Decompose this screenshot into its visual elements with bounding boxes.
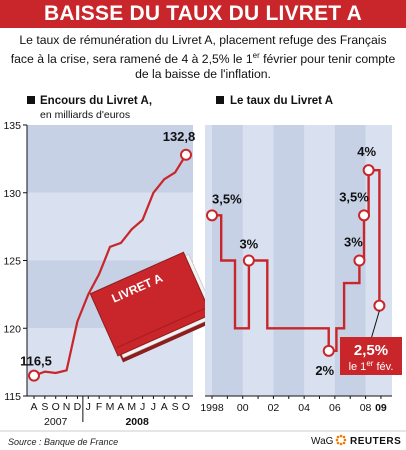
x-tick-label: S [172, 401, 179, 413]
x-tick-label: 04 [298, 402, 310, 414]
x-tick-label: A [161, 401, 168, 413]
logo-dot [343, 438, 347, 442]
source-note: Source : Banque de France [8, 437, 118, 447]
y-tick-label: 115 [4, 391, 21, 403]
title-banner [0, 0, 406, 28]
data-point [180, 148, 192, 161]
data-point [28, 369, 40, 382]
book-cover [89, 251, 212, 357]
x-tick-label: 08 [360, 402, 372, 414]
callout-date: le 1er fév. [349, 359, 394, 373]
data-label: 3% [239, 237, 258, 252]
x-tick-label: A [30, 401, 37, 413]
plot-band [27, 192, 193, 261]
data-label: 3% [344, 235, 363, 250]
x-tick-label: F [96, 401, 102, 413]
right-chart-title: Le taux du Livret A [230, 95, 333, 107]
x-tick-label: J [86, 401, 91, 413]
logo-dot [335, 438, 339, 442]
y-tick-label: 125 [3, 256, 21, 268]
data-label: 2% [315, 363, 334, 378]
legend-square [27, 96, 35, 104]
data-point [206, 209, 218, 222]
y-tick-label: 120 [3, 323, 21, 335]
agency-name: REUTERS [350, 436, 401, 447]
data-point [362, 164, 375, 177]
data-point [242, 254, 255, 267]
livret-a-book-icon: LIVRET A [89, 251, 217, 363]
left-chart-subtitle: en milliards d'euros [40, 109, 130, 121]
x-tick-label: J [140, 401, 145, 413]
logo-dot [342, 435, 346, 439]
x-tick-label: A [117, 401, 124, 413]
data-label: 3,5% [339, 189, 369, 204]
series-line [33, 154, 187, 377]
data-label: 4% [357, 144, 376, 159]
x-tick-label: 1998 [200, 402, 224, 414]
x-tick-label: 00 [237, 402, 249, 414]
x-tick-label: 09 [375, 402, 387, 414]
logo-dot [342, 441, 346, 445]
data-label-last: 132,8 [163, 129, 196, 144]
logo-dot [336, 441, 340, 445]
y-tick-label: 130 [3, 188, 21, 200]
callout-value: 2,5% [354, 342, 388, 359]
data-point [373, 299, 386, 312]
x-tick-label: J [151, 401, 156, 413]
page-title: BAISSE DU TAUX DU LIVRET A [44, 2, 362, 25]
x-tick-label: 06 [329, 402, 341, 414]
x-tick-label: 02 [268, 402, 280, 414]
logo-dot [339, 442, 343, 446]
data-point [353, 254, 366, 267]
logo-dot [339, 434, 343, 438]
callout-box [340, 337, 402, 375]
x-tick-label: M [106, 401, 115, 413]
year-label-2007: 2007 [44, 416, 68, 428]
data-label-first: 116,5 [20, 354, 52, 369]
x-tick-label: O [182, 401, 190, 413]
data-point [358, 209, 371, 222]
book-edge [116, 307, 207, 349]
x-tick-label: D [74, 401, 82, 413]
x-tick-label: O [52, 401, 60, 413]
data-point [322, 344, 335, 357]
data-label: 3,5% [212, 191, 242, 206]
reuters-logo-icon [335, 434, 347, 446]
credit-text: WaG [311, 436, 334, 447]
year-label-2008: 2008 [125, 416, 149, 428]
plot-band [27, 125, 193, 193]
year-band [273, 125, 305, 396]
legend-square [216, 96, 224, 104]
intro-text: Le taux de rémunération du Livret A, pla… [10, 33, 396, 82]
x-tick-label: S [41, 401, 48, 413]
logo-dot [336, 435, 340, 439]
x-tick-label: N [63, 401, 71, 413]
callout-connector [370, 310, 380, 339]
x-tick-label: M [127, 401, 136, 413]
left-chart-title: Encours du Livret A, [40, 95, 152, 107]
y-tick-label: 135 [3, 120, 21, 132]
